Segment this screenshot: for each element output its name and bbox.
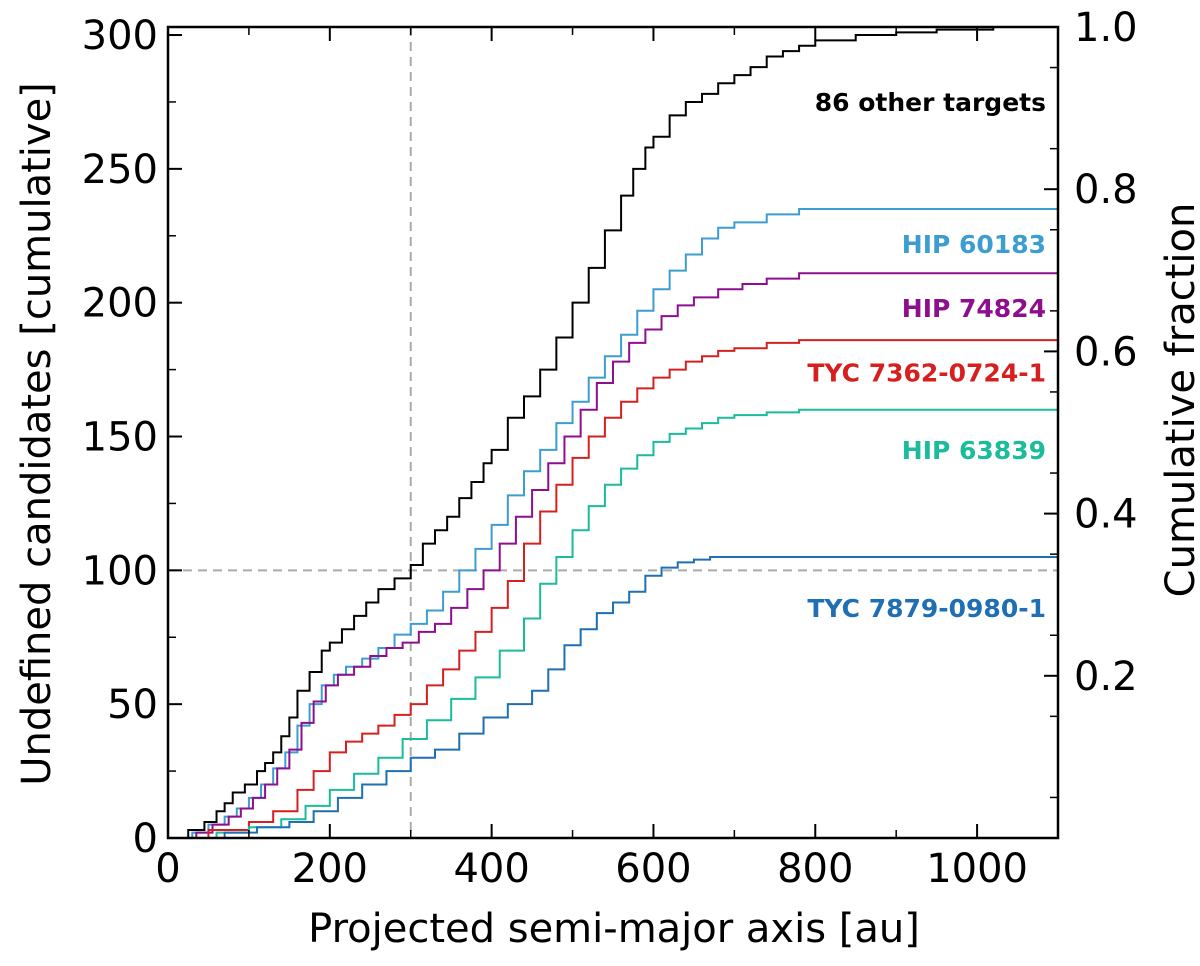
series-line-0 — [168, 26, 1058, 839]
series-label-1: HIP 60183 — [902, 230, 1046, 259]
series-line-5 — [168, 555, 1058, 839]
series-labels: 86 other targets HIP 60183 HIP 74824 TYC 73… — [807, 88, 1046, 623]
y-tick-label-300: 300 — [82, 13, 158, 59]
y2-tick-label-0.2: 0.2 — [1074, 654, 1138, 700]
plot-frame — [166, 25, 1060, 840]
y-tick-label-50: 50 — [107, 682, 158, 728]
y-tick-label-250: 250 — [82, 147, 158, 193]
x-axis-title: Projected semi-major axis [au] — [308, 906, 920, 952]
series-line-1 — [168, 208, 1058, 839]
y2-tick-label-0.4: 0.4 — [1074, 492, 1138, 538]
y2-tick-label-0.8: 0.8 — [1074, 167, 1138, 213]
series-label-0: 86 other targets — [815, 88, 1046, 117]
y-tick-label-100: 100 — [82, 548, 158, 594]
ticks: 0 200 400 600 800 1000 0 50 100 150 200 250 300 0.2 0.… — [82, 5, 1138, 892]
x-tick-label-0: 0 — [155, 846, 180, 892]
y-tick-label-200: 200 — [82, 281, 158, 327]
y2-axis-title: Cumulative fraction — [1158, 203, 1200, 598]
series-layer — [168, 26, 1058, 839]
series-label-4: HIP 63839 — [902, 436, 1046, 465]
x-tick-label-200: 200 — [292, 846, 368, 892]
y2-tick-label-0.6: 0.6 — [1074, 329, 1138, 375]
y-axis-title: Undefined candidates [cumulative] — [14, 82, 60, 786]
series-line-3 — [168, 339, 1058, 839]
axes — [166, 25, 1060, 840]
y-tick-label-0: 0 — [133, 816, 158, 862]
series-line-2 — [168, 272, 1058, 839]
series-label-2: HIP 74824 — [902, 294, 1046, 323]
x-tick-label-1000: 1000 — [926, 846, 1028, 892]
reference-lines — [168, 27, 1058, 838]
x-tick-label-400: 400 — [453, 846, 529, 892]
y2-tick-label-1: 1.0 — [1074, 5, 1138, 51]
x-tick-label-600: 600 — [615, 846, 691, 892]
y-tick-label-150: 150 — [82, 415, 158, 461]
series-label-3: TYC 7362-0724-1 — [807, 358, 1046, 387]
series-label-5: TYC 7879-0980-1 — [807, 594, 1046, 623]
series-line-4 — [168, 408, 1058, 839]
x-tick-label-800: 800 — [777, 846, 853, 892]
